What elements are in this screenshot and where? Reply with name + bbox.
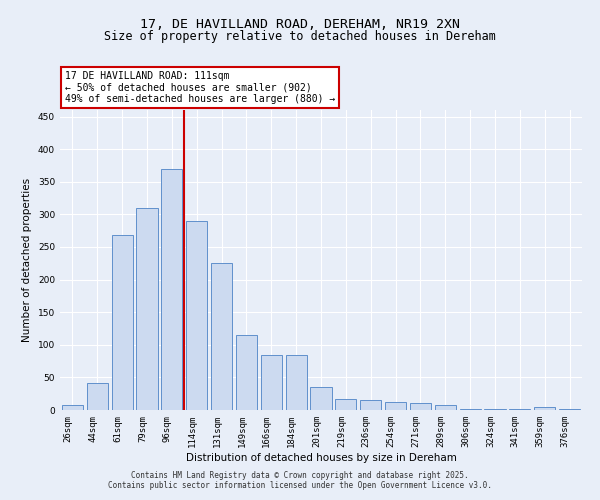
Text: 17 DE HAVILLAND ROAD: 111sqm
← 50% of detached houses are smaller (902)
49% of s: 17 DE HAVILLAND ROAD: 111sqm ← 50% of de… — [65, 71, 335, 104]
Bar — [161, 168, 182, 410]
Bar — [261, 355, 282, 410]
Bar — [335, 399, 356, 410]
Bar — [559, 408, 580, 410]
Bar — [211, 264, 232, 410]
Bar — [435, 405, 456, 410]
Bar — [460, 408, 481, 410]
Bar — [534, 408, 555, 410]
Bar — [186, 221, 207, 410]
Text: Size of property relative to detached houses in Dereham: Size of property relative to detached ho… — [104, 30, 496, 43]
Bar — [286, 355, 307, 410]
Y-axis label: Number of detached properties: Number of detached properties — [22, 178, 32, 342]
Bar — [136, 208, 158, 410]
Bar — [310, 387, 332, 410]
Bar — [360, 400, 381, 410]
Bar — [236, 335, 257, 410]
Text: Contains HM Land Registry data © Crown copyright and database right 2025.
Contai: Contains HM Land Registry data © Crown c… — [108, 470, 492, 490]
Bar — [62, 406, 83, 410]
Bar — [410, 404, 431, 410]
X-axis label: Distribution of detached houses by size in Dereham: Distribution of detached houses by size … — [185, 452, 457, 462]
Bar — [385, 402, 406, 410]
Bar — [87, 382, 108, 410]
Text: 17, DE HAVILLAND ROAD, DEREHAM, NR19 2XN: 17, DE HAVILLAND ROAD, DEREHAM, NR19 2XN — [140, 18, 460, 30]
Bar — [112, 235, 133, 410]
